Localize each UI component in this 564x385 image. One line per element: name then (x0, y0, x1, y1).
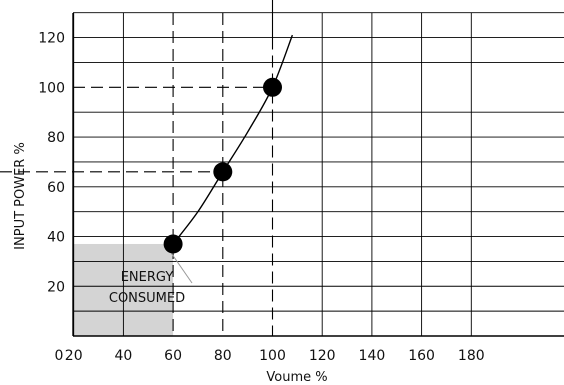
grid-lines (73, 12, 564, 336)
x-tick-label: 80 (214, 348, 232, 364)
y-tick-label: 100 (38, 80, 65, 96)
x-tick-label: 100 (259, 348, 286, 364)
y-tick-label: 80 (47, 130, 65, 146)
x-tick-label: 140 (359, 348, 386, 364)
dashed-guide-lines (0, 0, 274, 336)
x-tick-label: 160 (408, 348, 435, 364)
y-tick-label: 20 (47, 279, 65, 295)
annotation-line-1: ENERGY (121, 270, 174, 285)
data-point-60 (163, 234, 183, 254)
x-tick-label: 60 (164, 348, 182, 364)
axes (72, 13, 564, 337)
x-tick-label: 0 (55, 348, 64, 364)
annotation-line-2: CONSUMED (109, 291, 185, 306)
data-point-80 (213, 162, 233, 182)
x-tick-label: 20 (65, 348, 83, 364)
power-curve (172, 34, 294, 245)
y-tick-label: 40 (47, 230, 65, 246)
y-tick-label: 120 (38, 31, 65, 47)
data-points (163, 77, 282, 254)
x-tick-label: 40 (114, 348, 132, 364)
y-tick-labels: 20 40 60 80 100 120 (38, 31, 65, 296)
y-tick-label: 60 (47, 180, 65, 196)
y-axis-label: INPUT POWER % (13, 142, 28, 250)
x-tick-label: 180 (458, 348, 485, 364)
annotation-leader-line (168, 249, 193, 284)
x-tick-labels: 0 20 40 60 80 100 120 140 160 180 (55, 348, 485, 364)
data-point-100 (263, 77, 282, 97)
x-tick-label: 120 (309, 348, 336, 364)
x-axis-label: Voume % (266, 370, 327, 385)
